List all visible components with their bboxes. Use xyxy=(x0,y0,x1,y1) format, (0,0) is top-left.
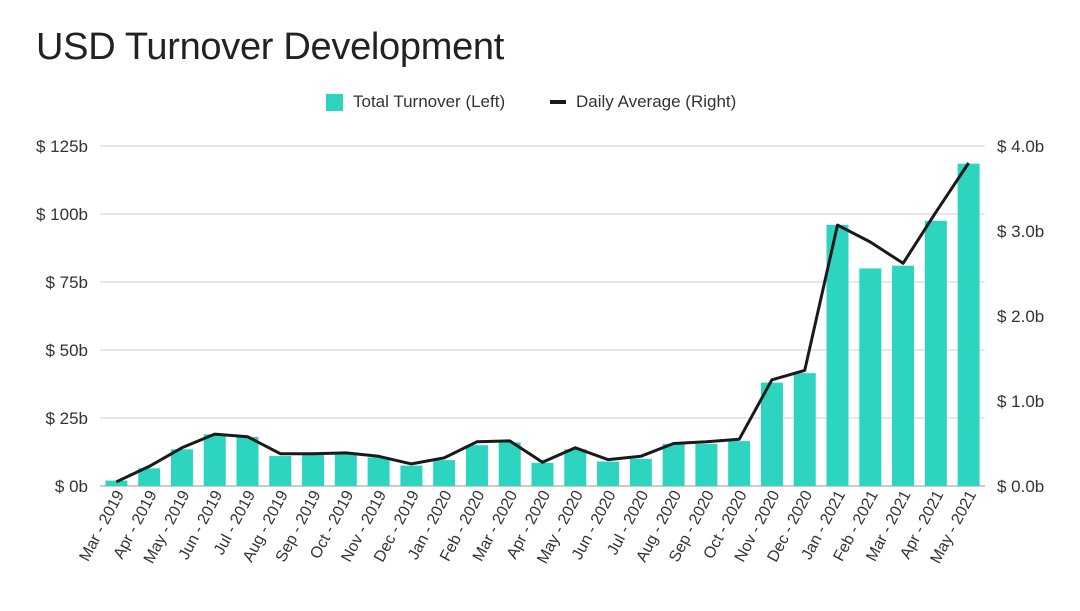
bar xyxy=(793,373,816,486)
legend-label-total-turnover: Total Turnover (Left) xyxy=(353,92,506,111)
legend-swatch-bar xyxy=(326,93,343,111)
bar xyxy=(826,224,849,486)
bar xyxy=(138,468,161,486)
bar xyxy=(924,220,947,487)
y-right-tick-label: $ 4.0b xyxy=(997,137,1044,156)
bar xyxy=(105,480,128,486)
bar xyxy=(367,457,390,486)
chart-legend: Total Turnover (Left) Daily Average (Rig… xyxy=(0,92,1080,118)
y-right-tick-label: $ 3.0b xyxy=(997,222,1044,241)
bar xyxy=(236,437,259,486)
bar xyxy=(957,163,980,486)
bar xyxy=(564,449,587,486)
legend-item-daily-average: Daily Average (Right) xyxy=(550,92,736,112)
y-right-tick-label: $ 0.0b xyxy=(997,477,1044,496)
bar xyxy=(302,454,325,486)
bar xyxy=(433,460,456,486)
bar xyxy=(859,268,882,486)
bar xyxy=(203,434,226,486)
y-left-tick-label: $ 75b xyxy=(45,273,88,292)
bar xyxy=(498,442,521,486)
bar xyxy=(269,456,292,486)
y-right-tick-label: $ 2.0b xyxy=(997,307,1044,326)
legend-label-daily-average: Daily Average (Right) xyxy=(576,92,737,111)
y-left-tick-label: $ 25b xyxy=(45,409,88,428)
bar xyxy=(892,265,915,486)
legend-item-total-turnover: Total Turnover (Left) xyxy=(326,92,505,112)
bar xyxy=(695,443,718,486)
legend-swatch-line xyxy=(550,100,566,104)
bar xyxy=(170,449,193,486)
y-left-tick-label: $ 100b xyxy=(36,205,88,224)
bar xyxy=(597,461,620,486)
bar xyxy=(760,382,783,486)
y-left-tick-label: $ 50b xyxy=(45,341,88,360)
bar xyxy=(531,462,554,486)
y-left-tick-label: $ 125b xyxy=(36,137,88,156)
bar xyxy=(662,443,685,486)
bar xyxy=(728,441,751,486)
y-right-tick-label: $ 1.0b xyxy=(997,392,1044,411)
bar xyxy=(400,465,423,486)
bar xyxy=(334,453,357,486)
bar xyxy=(629,458,652,486)
y-left-tick-label: $ 0b xyxy=(55,477,88,496)
chart-title: USD Turnover Development xyxy=(36,26,505,68)
bar xyxy=(465,445,488,486)
